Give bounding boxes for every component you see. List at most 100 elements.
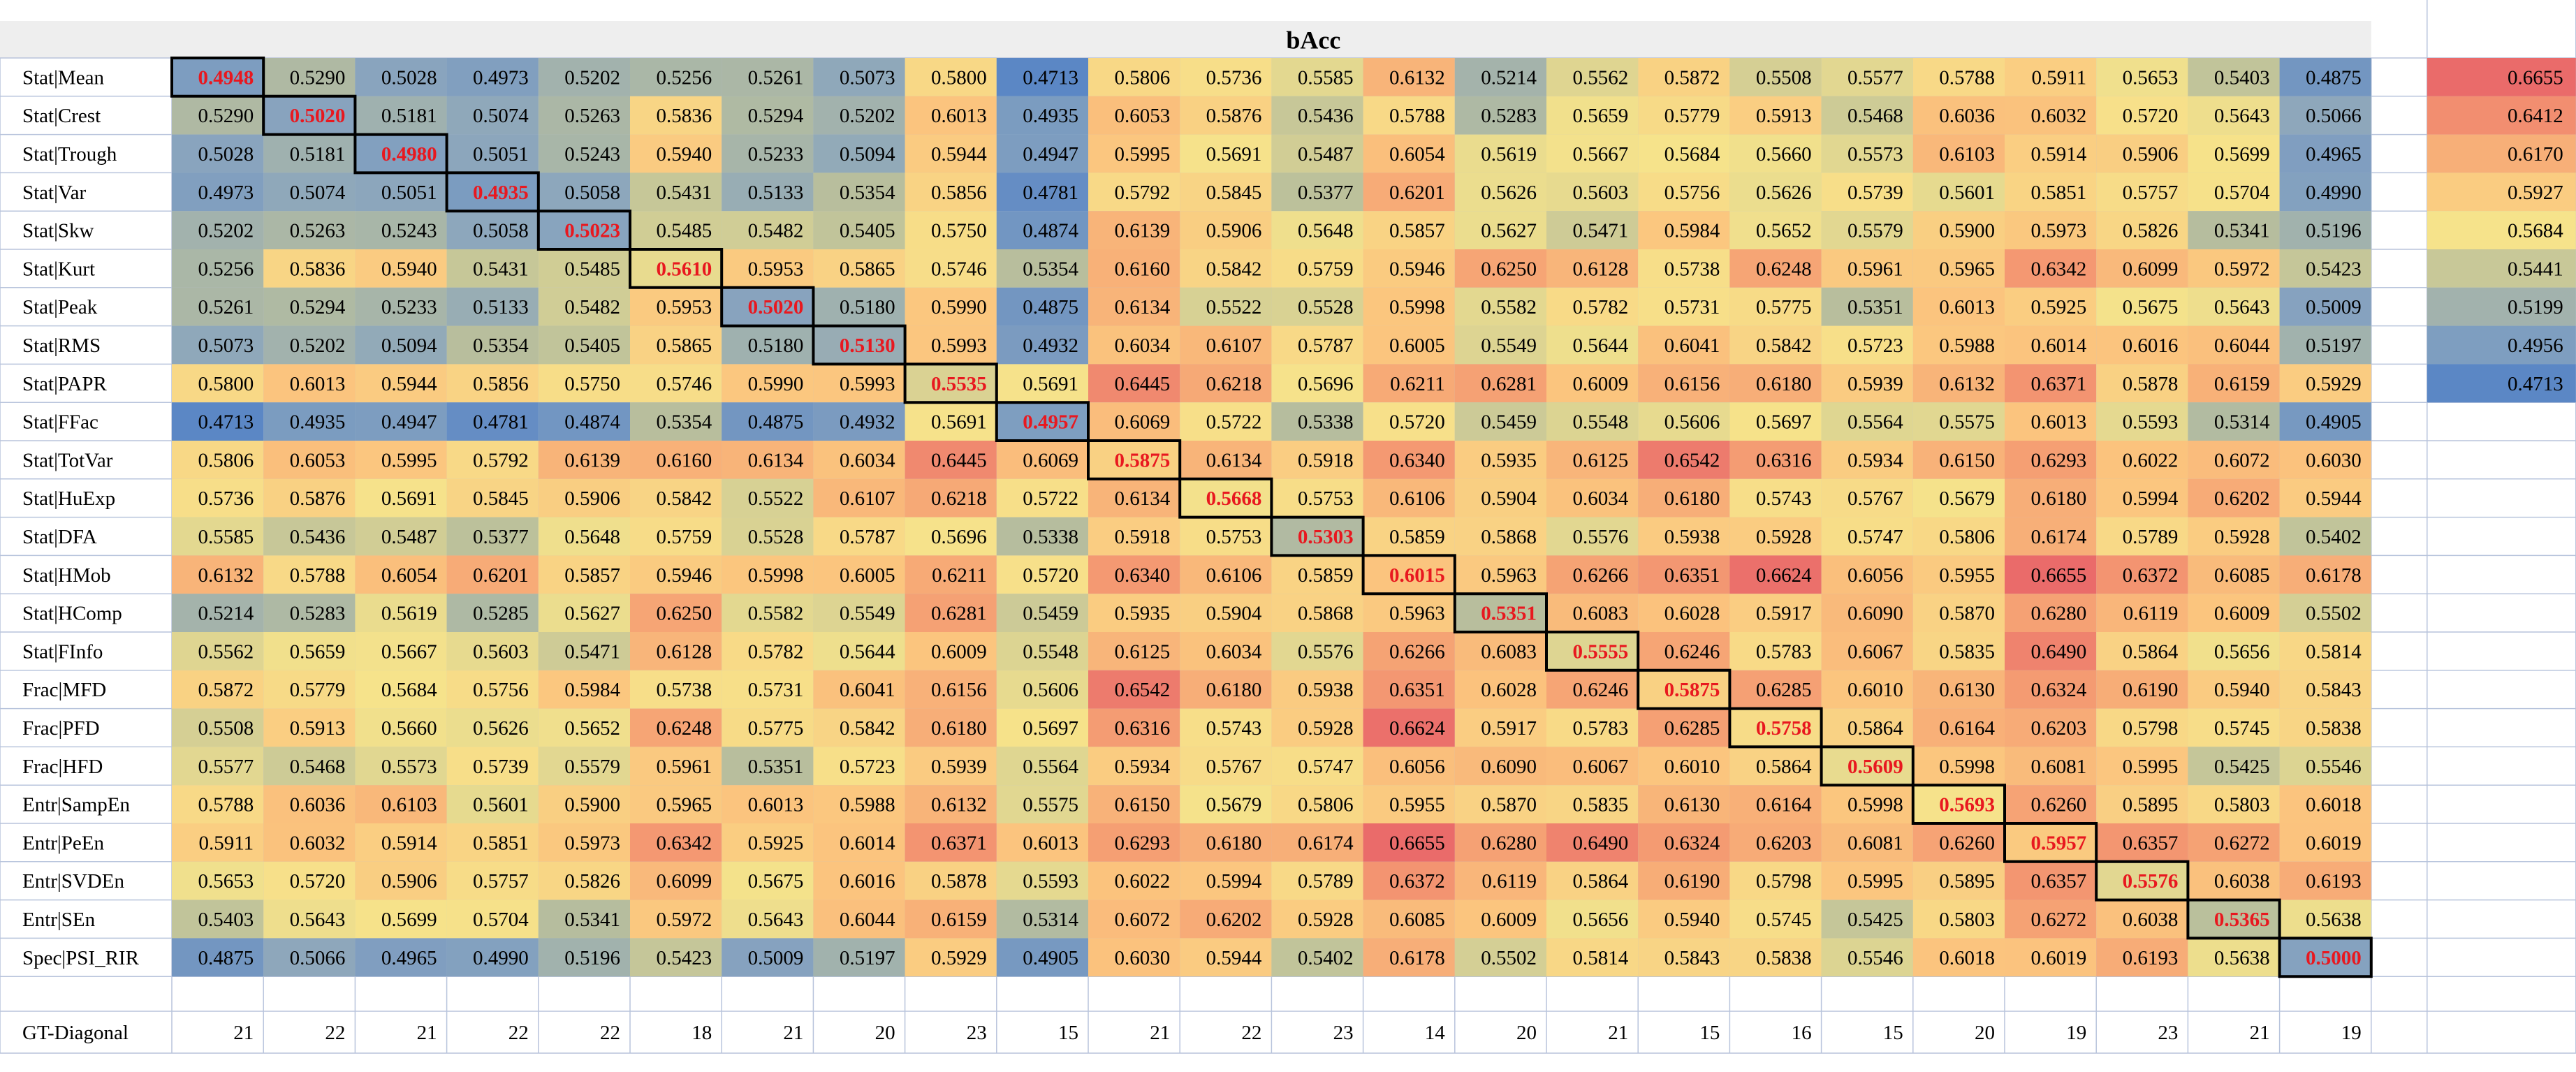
heatmap-cell [2188,364,2280,403]
heatmap-cell [1271,287,1363,326]
cell-value-label: 0.5940 [381,258,437,280]
heatmap-cell [996,402,1088,441]
heatmap-cell [2188,441,2280,479]
cell-value-label: 0.5939 [931,756,987,778]
cell-value-label: 0.5577 [1847,66,1903,89]
cell-value-label: 0.5028 [198,143,254,166]
cell-value-label: 0.5973 [2030,220,2086,242]
cell-value-label: 0.5487 [1298,143,1354,166]
cell-value-label: 0.5972 [2214,258,2270,280]
heatmap-cell [630,938,722,977]
row-label: Stat|Peak [22,296,98,318]
row-label: Frac|HFD [22,756,103,778]
cell-value-label: 0.6160 [1114,258,1170,280]
heatmap-cell [2096,861,2188,900]
cell-value-label: 0.5667 [1572,143,1628,166]
heatmap-cell [172,785,264,823]
heatmap-cell [1454,249,1546,288]
cell-value-label: 0.6150 [1114,794,1170,816]
heatmap-cell [1180,938,1272,977]
heatmap-cell [263,555,356,594]
heatmap-cell [1180,58,1272,96]
cell-value-label: 0.5180 [748,335,804,357]
heatmap-cell [2279,325,2371,365]
footer-value: 19 [2341,1022,2362,1044]
cell-value-label: 0.5814 [1572,947,1628,969]
heatmap-cell [446,670,539,709]
diagonal-value-label: 0.5610 [656,258,712,280]
cell-value-label: 0.5290 [290,66,346,89]
footer-value: 22 [325,1022,345,1044]
cell-value-label: 0.5953 [656,296,712,318]
cell-value-label: 0.5856 [931,182,987,204]
cell-value-label: 0.5906 [1206,220,1262,242]
cell-value-label: 0.5341 [2214,220,2270,242]
row-label: Stat|Skw [22,220,94,242]
heatmap-cell [2005,708,2097,747]
heatmap-cell [2005,211,2097,249]
heatmap-cell [263,441,356,479]
cell-value-label: 0.5459 [1023,603,1078,625]
cell-value-label: 0.5066 [2306,105,2362,127]
heatmap-cell [2096,708,2188,747]
heatmap-cell [905,938,997,977]
heatmap-cell [813,364,905,403]
heatmap-cell [2096,402,2188,441]
cell-value-label: 0.4905 [1023,947,1078,969]
heatmap-cell [263,594,356,632]
cell-value-label: 0.6193 [2123,947,2179,969]
cell-value-label: 0.5699 [381,909,437,931]
cell-value-label: 0.6180 [1206,832,1262,854]
cell-value-label: 0.5973 [564,832,620,854]
heatmap-cell [1180,441,1272,479]
heatmap-cell [630,211,722,249]
cell-value-label: 0.5351 [748,756,804,778]
cell-value-label: 0.6013 [748,794,804,816]
cell-value-label: 0.5918 [1298,449,1354,471]
heatmap-cell [1180,823,1272,862]
heatmap-cell [1363,861,1455,900]
heatmap-cell [1729,938,1822,977]
cell-value-label: 0.6174 [2030,526,2086,548]
heatmap-cell [1912,594,2005,632]
heatmap-cell [1729,517,1822,556]
legend-swatch [2427,325,2576,365]
cell-value-label: 0.6083 [1572,603,1628,625]
cell-value-label: 0.5181 [381,105,437,127]
cell-value-label: 0.5788 [198,794,254,816]
cell-value-label: 0.5788 [1389,105,1445,127]
heatmap-cell [1912,249,2005,288]
cell-value-label: 0.5743 [1756,487,1812,510]
heatmap-cell [1180,249,1272,288]
heatmap-cell [1546,670,1639,709]
cell-value-label: 0.5197 [2306,335,2362,357]
heatmap-cell [172,287,264,326]
cell-value-label: 0.5058 [473,220,529,242]
heatmap-cell [1088,58,1180,96]
heatmap-cell [263,478,356,517]
cell-value-label: 0.6285 [1756,679,1812,701]
cell-value-label: 0.5073 [840,66,895,89]
legend-swatch [2427,96,2576,135]
row-label: Entr|SEn [22,909,96,931]
heatmap-cell [2096,134,2188,173]
cell-value-label: 0.4781 [473,411,529,434]
heatmap-cell [2188,747,2280,786]
heatmap-cell [996,211,1088,249]
cell-value-label: 0.5546 [2306,756,2362,778]
cell-value-label: 0.5009 [2306,296,2362,318]
cell-value-label: 0.6164 [1939,717,1995,740]
heatmap-cell [1638,861,1730,900]
heatmap-cell [630,823,722,862]
cell-value-label: 0.6202 [2214,487,2270,510]
cell-value-label: 0.5994 [2123,487,2179,510]
heatmap-cell [355,325,447,365]
cell-value-label: 0.6044 [2214,335,2270,357]
cell-value-label: 0.5731 [748,679,804,701]
heatmap-cell [722,58,814,96]
heatmap-cell [905,402,997,441]
cell-value-label: 0.6014 [2030,335,2086,357]
heatmap-cell [813,96,905,135]
cell-value-label: 0.6106 [1389,487,1445,510]
heatmap-cell [813,441,905,479]
